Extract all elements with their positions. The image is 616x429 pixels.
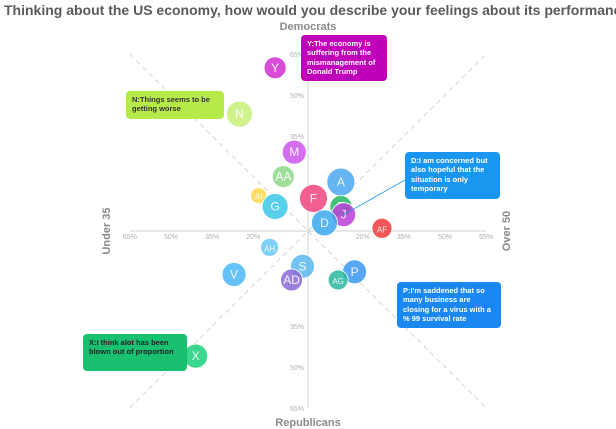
- data-point-ag: [327, 269, 349, 291]
- y-tick-label: 35%: [290, 324, 304, 331]
- data-point-g: [261, 193, 289, 220]
- data-point-label: X: [192, 349, 200, 363]
- data-point-label: AF: [377, 225, 387, 234]
- data-point-f: [299, 183, 328, 213]
- x-tick-label: 35%: [205, 234, 219, 241]
- y-tick-label: 35%: [290, 134, 304, 141]
- data-point-d: [311, 209, 338, 237]
- data-point-label: F: [310, 191, 317, 205]
- data-point-aa: [271, 165, 295, 189]
- data-point-label: AG: [332, 277, 344, 286]
- data-point-ad: [280, 268, 303, 292]
- data-point-label: P: [351, 265, 359, 279]
- callout-y: Y:The economy is suffering from the mism…: [301, 35, 387, 81]
- chart-title: Thinking about the US economy, how would…: [4, 2, 616, 18]
- axis-title-top: Democrats: [280, 21, 337, 33]
- x-tick-label: 20%: [246, 234, 260, 241]
- axis-title-bottom: Republicans: [275, 417, 340, 429]
- data-point-n: [226, 100, 253, 128]
- data-point-af: [371, 217, 393, 239]
- x-tick-label: 50%: [164, 234, 178, 241]
- data-point-label: AD: [283, 273, 300, 287]
- data-point-label: A: [337, 175, 345, 189]
- callout-d: D:I am concerned but also hopeful that t…: [405, 152, 500, 199]
- data-point-label: AH: [264, 244, 275, 253]
- y-tick-label: 50%: [290, 93, 304, 100]
- x-tick-label: 20%: [356, 234, 370, 241]
- data-point-label: AI: [255, 193, 263, 202]
- axis-title-left: Under 35: [101, 207, 113, 254]
- data-point-label: S: [299, 259, 307, 273]
- data-point-label: V: [230, 268, 238, 282]
- x-tick-label: 65%: [123, 234, 137, 241]
- x-tick-label: 50%: [438, 234, 452, 241]
- y-tick-label: 50%: [290, 365, 304, 372]
- data-point-label: AA: [275, 170, 291, 184]
- data-point-m: [281, 139, 307, 165]
- data-point-label: M: [289, 145, 299, 159]
- data-point-v: [221, 262, 247, 287]
- x-tick-label: 35%: [397, 234, 411, 241]
- data-point-label: N: [235, 107, 244, 121]
- data-point-label: G: [270, 200, 279, 214]
- y-tick-label: 65%: [290, 52, 304, 59]
- callout-n: N:Things seems to be getting worse: [126, 91, 224, 119]
- callout-x: X:I think alot has been blown out of pro…: [83, 334, 187, 371]
- x-tick-label: 65%: [479, 234, 493, 241]
- callout-p: P:I'm saddened that so many business are…: [397, 282, 501, 328]
- y-tick-label: 65%: [290, 406, 304, 413]
- data-point-y: [263, 56, 287, 80]
- axis-title-right: Over 50: [501, 211, 513, 251]
- data-point-label: D: [320, 216, 329, 230]
- callout-leader-line: [343, 179, 406, 216]
- data-point-label: Y: [271, 61, 279, 75]
- data-point-ah: [260, 237, 280, 257]
- data-point-ai: [250, 187, 268, 205]
